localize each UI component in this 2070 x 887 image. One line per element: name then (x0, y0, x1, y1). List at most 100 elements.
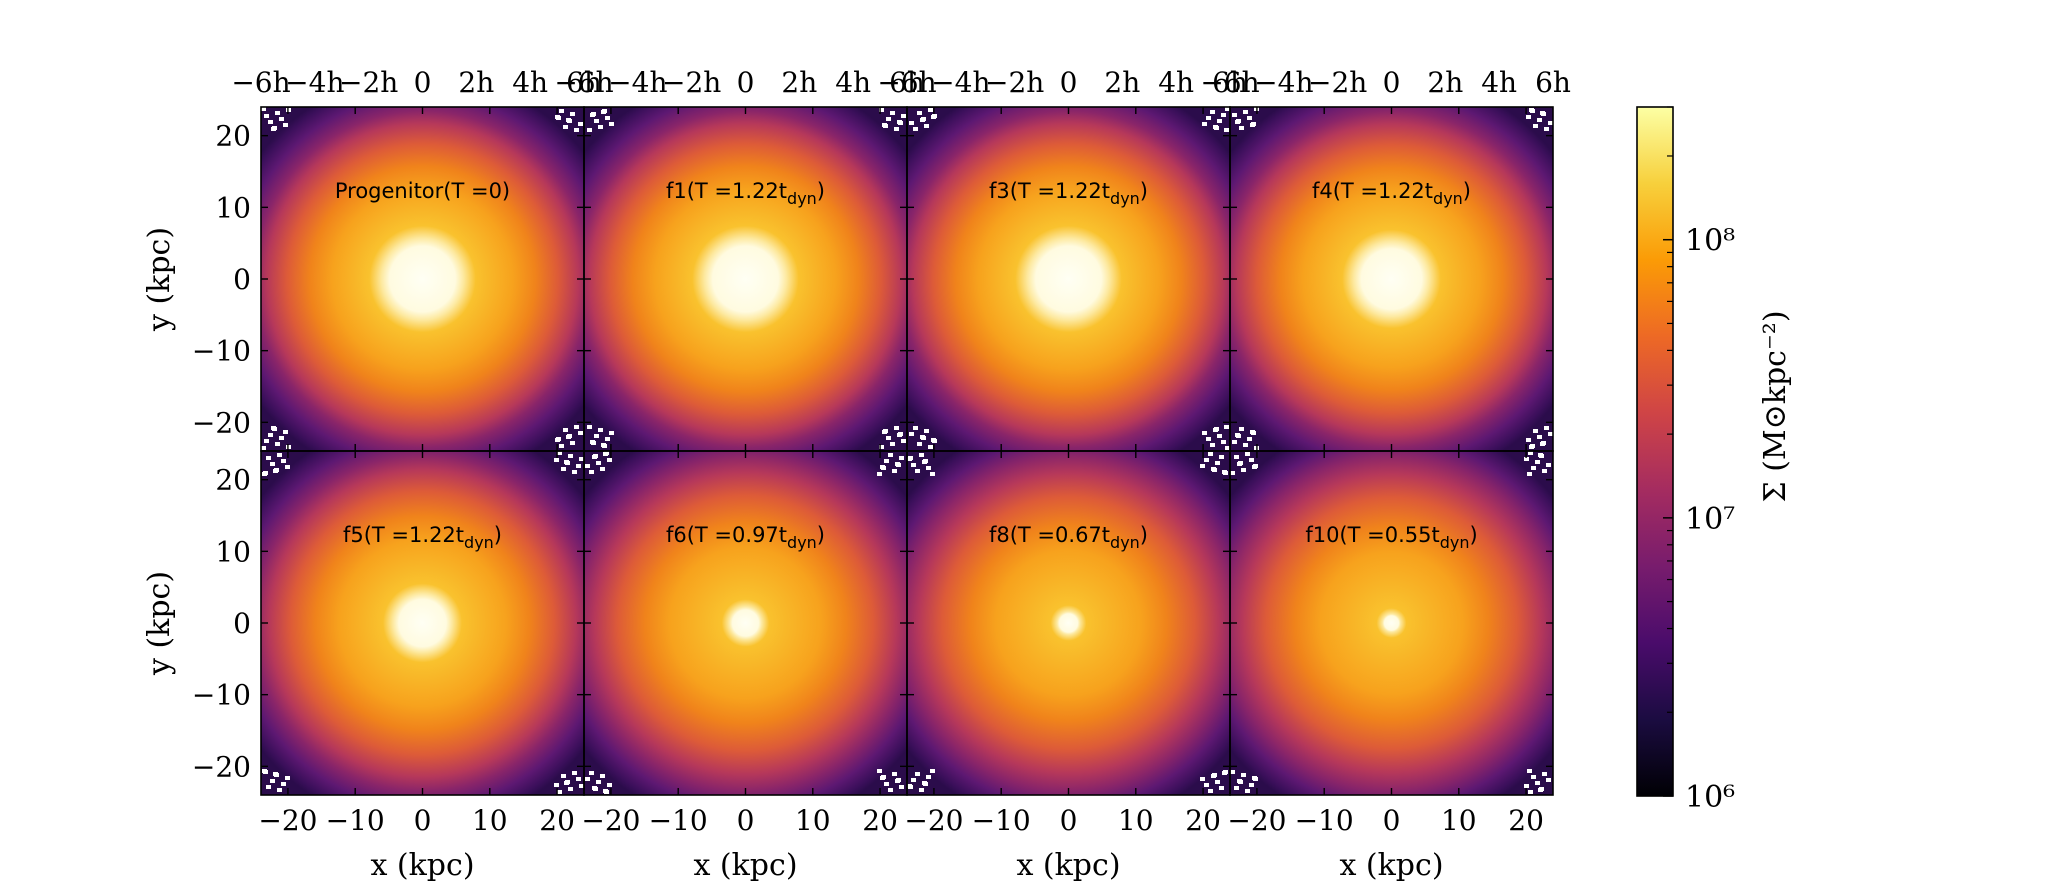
empty-pixel (890, 442, 895, 446)
empty-pixel (279, 436, 284, 440)
empty-pixel (268, 120, 273, 124)
empty-pixel (913, 426, 918, 430)
empty-pixel (1223, 471, 1228, 475)
top-tick-label: −2h (339, 66, 398, 99)
empty-pixel (1232, 113, 1237, 117)
x-tick-label: −10 (326, 804, 385, 837)
empty-pixel (554, 458, 559, 462)
colorbar-gradient (1636, 106, 1674, 797)
x-axis-label: x (kpc) (693, 848, 797, 883)
empty-pixel (1212, 773, 1217, 777)
empty-pixel (1245, 789, 1250, 793)
empty-pixel (1223, 770, 1228, 774)
empty-pixel (1527, 769, 1532, 773)
empty-pixel (578, 122, 583, 126)
empty-pixel (561, 467, 566, 471)
empty-pixel (601, 443, 606, 447)
empty-pixel (1542, 469, 1547, 473)
empty-pixel (1210, 110, 1215, 114)
empty-pixel (275, 111, 280, 115)
empty-pixel (1530, 444, 1535, 448)
colorbar-label: Σ (M⊙kpc⁻²) (1758, 310, 1793, 502)
empty-pixel (899, 456, 904, 460)
empty-pixel (1234, 455, 1239, 459)
colorbar-tick-label: 10⁶ (1685, 780, 1735, 815)
empty-pixel (1210, 443, 1215, 447)
empty-pixel (1219, 455, 1224, 459)
empty-pixel (901, 439, 906, 443)
empty-pixel (605, 116, 610, 120)
empty-pixel (264, 439, 269, 443)
empty-pixel (266, 785, 271, 789)
empty-pixel (926, 775, 931, 779)
empty-pixel (1544, 127, 1549, 131)
empty-pixel (281, 782, 286, 786)
x-tick-label: −20 (1227, 804, 1286, 837)
top-tick-label: −2h (1308, 66, 1367, 99)
empty-pixel (879, 108, 884, 112)
empty-pixel (1537, 435, 1542, 439)
top-tick-label: −4h (1254, 66, 1313, 99)
top-tick-label: −4h (608, 66, 667, 99)
empty-pixel (1527, 472, 1532, 476)
empty-pixel (879, 445, 884, 449)
empty-pixel (1247, 116, 1252, 120)
empty-pixel (1533, 429, 1538, 433)
colorbar-tick-label: 10⁸ (1685, 224, 1735, 259)
x-tick-label: 20 (1508, 804, 1544, 837)
empty-pixel (1535, 781, 1540, 785)
empty-pixel (1243, 110, 1248, 114)
empty-pixel (561, 774, 566, 778)
top-tick-label: −6h (231, 66, 290, 99)
y-tick-label: 20 (215, 120, 251, 153)
colorbar: 10⁶ 10⁷ 10⁸ Σ (M⊙kpc⁻²) (1636, 106, 1793, 815)
empty-pixel (930, 472, 935, 476)
empty-pixel (896, 778, 901, 782)
empty-pixel (877, 472, 882, 476)
empty-pixel (1208, 452, 1213, 456)
empty-pixel (901, 114, 906, 118)
panel-label: f6(T =0.97tdyn) (666, 523, 825, 552)
top-tick-label: 4h (835, 66, 871, 99)
y-tick-label: −10 (192, 679, 251, 712)
top-tick-label: 6h (566, 66, 602, 99)
empty-pixel (578, 431, 583, 435)
x-tick-label: −10 (972, 804, 1031, 837)
empty-pixel (589, 470, 594, 474)
x-tick-label: 10 (1118, 804, 1154, 837)
empty-pixel (607, 783, 612, 787)
top-tick-label: 6h (1535, 66, 1571, 99)
empty-pixel (1535, 460, 1540, 464)
top-tick-label: 4h (1481, 66, 1517, 99)
empty-pixel (1225, 107, 1230, 111)
empty-pixel (919, 453, 924, 457)
empty-pixel (1217, 119, 1222, 123)
empty-pixel (898, 121, 903, 125)
empty-pixel (1537, 118, 1542, 122)
empty-pixel (574, 128, 579, 132)
empty-pixel (894, 127, 899, 131)
empty-pixel (554, 783, 559, 787)
density-map-f4: f4(T =1.22tdyn) (1230, 107, 1553, 451)
empty-pixel (1541, 112, 1546, 116)
empty-pixel (585, 464, 590, 468)
y-axis-label: y (kpc) (142, 227, 177, 332)
empty-pixel (922, 460, 927, 464)
panel-label: f8(T =0.67tdyn) (989, 523, 1148, 552)
empty-pixel (285, 465, 290, 469)
empty-pixel (1250, 123, 1255, 127)
empty-pixel (261, 107, 266, 111)
empty-pixel (1239, 427, 1244, 431)
empty-pixel (1528, 451, 1533, 455)
empty-pixel (281, 459, 286, 463)
top-tick-label: 2h (1427, 66, 1463, 99)
x-tick-label: −20 (904, 804, 963, 837)
top-tick-label: −6h (1200, 66, 1259, 99)
x-tick-label: 10 (472, 804, 508, 837)
empty-pixel (609, 431, 614, 435)
density-map-f8: f8(T =0.67tdyn) (907, 451, 1230, 795)
y-tick-label: 0 (233, 263, 251, 296)
top-tick-label: 6h (889, 66, 925, 99)
empty-pixel (277, 788, 282, 792)
empty-pixel (590, 440, 595, 444)
